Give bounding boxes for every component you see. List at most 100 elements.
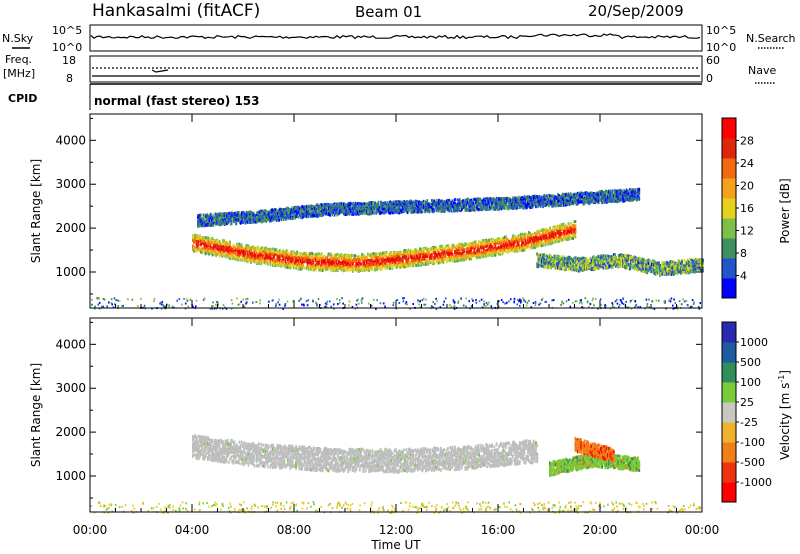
range-cell: [510, 239, 513, 243]
range-cell: [527, 236, 529, 240]
range-cell: [315, 213, 317, 217]
range-cell: [496, 246, 499, 250]
range-cell: [280, 254, 282, 257]
range-cell: [242, 220, 245, 224]
range-cell: [511, 242, 514, 246]
range-cell: [406, 264, 409, 268]
scatter-cell: [480, 298, 483, 301]
range-cell: [204, 216, 206, 220]
range-cell: [259, 211, 262, 215]
range-cell: [474, 240, 477, 244]
range-cell: [223, 214, 226, 218]
range-cell: [309, 209, 312, 213]
range-cell: [330, 207, 333, 211]
range-cell: [259, 247, 261, 251]
range-cell: [566, 227, 569, 231]
range-cell: [426, 251, 428, 255]
range-cell: [451, 259, 454, 263]
range-cell: [323, 205, 326, 209]
range-cell: [222, 245, 224, 249]
range-cell: [572, 234, 574, 237]
range-cell: [313, 255, 316, 259]
range-cell: [532, 245, 535, 249]
range-cell: [489, 245, 492, 248]
range-cell: [516, 237, 519, 240]
range-cell: [528, 231, 530, 235]
range-cell: [271, 216, 273, 220]
range-cell: [269, 259, 272, 263]
range-cell: [316, 211, 319, 215]
scatter-cell: [619, 299, 622, 302]
range-cell: [310, 212, 313, 216]
range-cell: [197, 243, 200, 247]
range-cell: [260, 253, 263, 257]
range-cell: [325, 205, 328, 209]
range-cell: [430, 252, 433, 256]
range-cell: [331, 265, 333, 269]
range-cell: [485, 251, 488, 255]
range-cell: [493, 243, 496, 246]
range-cell: [336, 268, 339, 272]
scatter-cell: [460, 297, 462, 300]
range-cell: [573, 228, 576, 232]
scatter-cell: [620, 300, 623, 303]
range-cell: [498, 237, 500, 241]
range-cell: [557, 237, 559, 241]
range-cell: [327, 252, 330, 256]
scatter-cell: [422, 297, 425, 300]
range-cell: [317, 252, 319, 256]
range-cell: [464, 254, 467, 258]
range-cell: [351, 212, 353, 216]
range-cell: [223, 249, 226, 253]
range-cell: [307, 260, 310, 264]
range-cell: [313, 253, 316, 257]
range-cell: [287, 261, 289, 265]
range-cell: [346, 209, 349, 213]
range-cell: [254, 247, 257, 251]
range-cell: [235, 215, 238, 219]
range-cell: [414, 261, 417, 265]
range-cell: [339, 209, 342, 213]
range-cell: [392, 208, 395, 212]
range-cell: [287, 211, 290, 215]
range-cell: [502, 247, 505, 250]
range-cell: [381, 204, 383, 208]
range-cell: [518, 249, 521, 252]
range-cell: [547, 232, 550, 236]
range-cell: [205, 244, 208, 248]
range-cell: [469, 255, 471, 259]
range-cell: [533, 245, 536, 249]
range-cell: [378, 208, 381, 212]
range-cell: [375, 258, 377, 262]
range-cell: [358, 261, 361, 265]
range-cell: [528, 233, 530, 237]
range-cell: [215, 214, 218, 218]
range-cell: [367, 212, 370, 216]
range-cell: [265, 251, 267, 255]
range-cell: [329, 213, 331, 217]
range-cell: [515, 244, 518, 248]
scatter-cell: [465, 305, 467, 308]
range-cell: [327, 212, 330, 216]
range-cell: [448, 249, 450, 253]
range-cell: [463, 243, 465, 247]
range-cell: [278, 218, 280, 222]
range-cell: [503, 235, 506, 239]
range-cell: [316, 256, 318, 260]
range-cell: [230, 252, 233, 256]
range-cell: [201, 222, 204, 226]
scatter-cell: [545, 300, 547, 303]
range-cell: [403, 265, 405, 269]
range-cell: [227, 254, 230, 258]
range-cell: [287, 250, 289, 254]
range-cell: [257, 216, 260, 220]
range-cell: [478, 248, 481, 252]
range-cell: [218, 239, 221, 243]
range-cell: [384, 209, 387, 213]
range-cell: [367, 202, 370, 206]
range-cell: [290, 264, 293, 268]
range-cell: [456, 248, 459, 252]
scatter-cell: [575, 300, 578, 303]
range-cell: [293, 211, 295, 215]
range-cell: [561, 223, 564, 227]
